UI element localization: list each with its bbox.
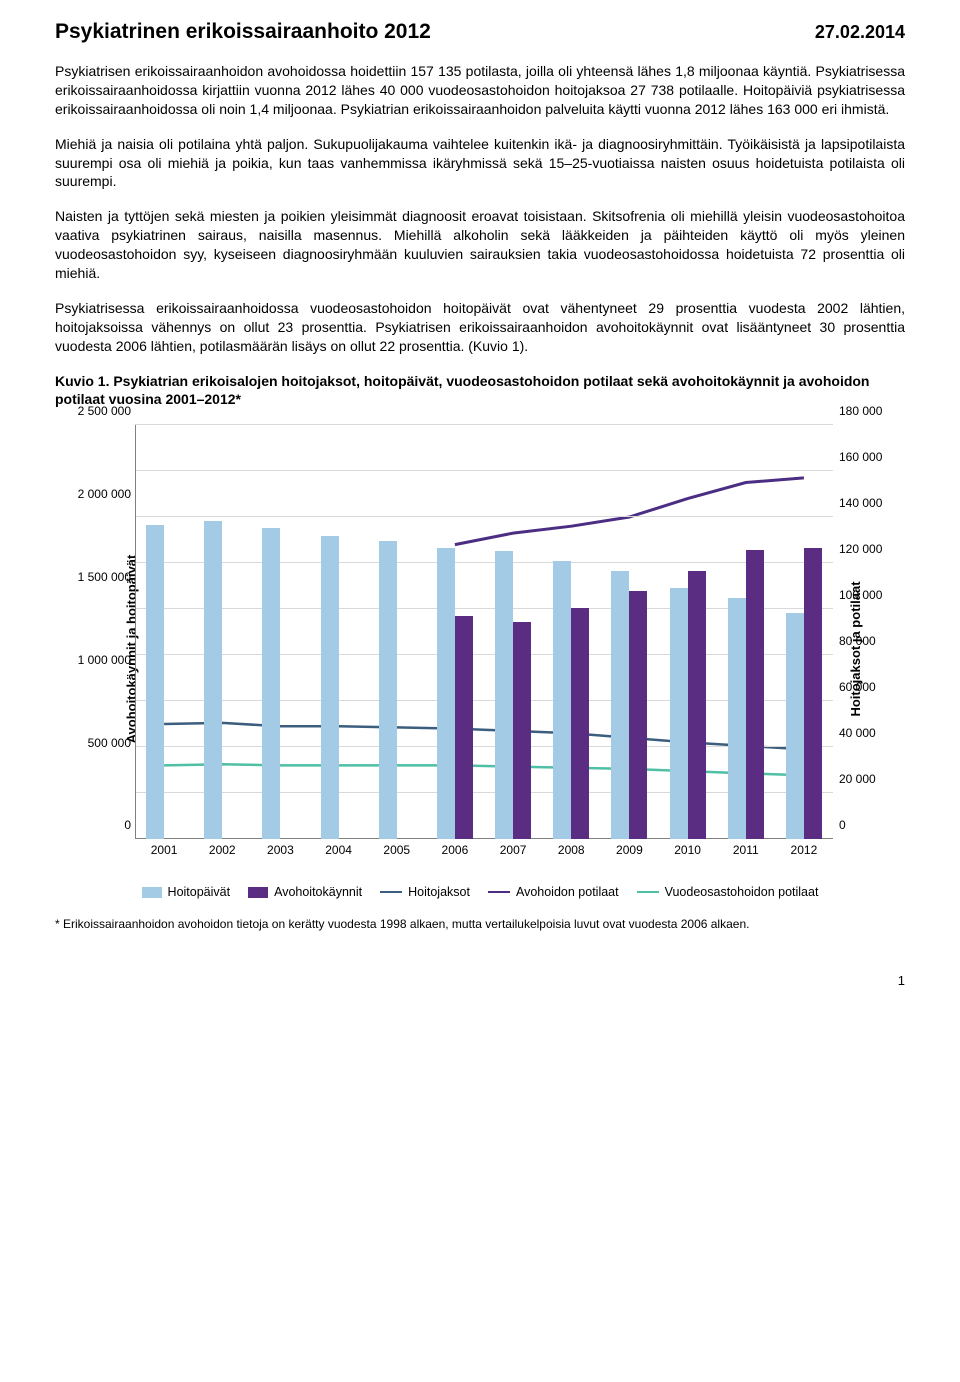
legend-label: Hoitopäivät [168,885,231,899]
y-right-tick: 40 000 [839,726,876,740]
y-right-tick: 0 [839,818,846,832]
paragraph-2: Miehiä ja naisia oli potilaina yhtä palj… [55,135,905,192]
legend-label: Hoitojaksot [408,885,470,899]
chart-line [455,478,804,545]
legend-item: Avohoitokäynnit [248,885,362,899]
y-left-tick: 1 000 000 [78,653,131,667]
y-left-tick: 2 500 000 [78,404,131,418]
legend-item: Hoitojaksot [380,885,470,899]
x-ticks: 2001 2002 2003 2004 2005 2006 2007 2008 2009 2010… [135,843,833,863]
y-right-tick: 160 000 [839,450,882,464]
x-tick: 2012 [791,843,818,857]
chart-bar [553,561,571,839]
header-row: Psykiatrinen erikoissairaanhoito 2012 27… [55,20,905,44]
chart-container: Avohoitokäynnit ja hoitopäivät Hoitojaks… [55,419,905,879]
legend-swatch [488,891,510,893]
chart-bar [688,571,706,839]
page-date: 27.02.2014 [815,22,905,43]
x-tick: 2005 [383,843,410,857]
legend-label: Avohoitokäynnit [274,885,362,899]
legend-item: Vuodeosastohoidon potilaat [637,885,819,899]
chart-bar [495,551,513,839]
x-tick: 2001 [151,843,178,857]
chart-bar [611,571,629,839]
legend-swatch [248,887,268,898]
chart-bar [437,548,455,839]
paragraph-1: Psykiatrisen erikoissairaanhoidon avohoi… [55,62,905,119]
y-right-tick: 180 000 [839,404,882,418]
y-right-tick: 80 000 [839,634,876,648]
y-left-tick: 1 500 000 [78,570,131,584]
x-tick: 2008 [558,843,585,857]
y-right-tick: 140 000 [839,496,882,510]
page-title: Psykiatrinen erikoissairaanhoito 2012 [55,20,431,44]
chart-bar [262,528,280,839]
y-right-tick: 120 000 [839,542,882,556]
chart-line [164,765,804,776]
chart-bar [321,536,339,839]
legend-item: Avohoidon potilaat [488,885,619,899]
chart-gridline [135,562,833,563]
x-tick: 2002 [209,843,236,857]
x-tick: 2003 [267,843,294,857]
x-tick: 2010 [674,843,701,857]
paragraph-3: Naisten ja tyttöjen sekä miesten ja poik… [55,207,905,283]
chart-bar [629,591,647,839]
y-right-tick: 60 000 [839,680,876,694]
y-left-ticks: 0500 0001 000 0001 500 0002 000 0002 500… [65,425,131,839]
y-left-tick: 0 [124,818,131,832]
chart-plot-area [135,425,833,839]
x-tick: 2006 [442,843,469,857]
chart-bar [146,525,164,840]
chart-bar [571,608,589,840]
legend-item: Hoitopäivät [142,885,231,899]
page-number: 1 [55,973,905,988]
legend-label: Avohoidon potilaat [516,885,619,899]
x-tick: 2004 [325,843,352,857]
legend-swatch [637,891,659,893]
chart-bar [204,521,222,839]
chart-bar [728,598,746,840]
y-right-tick: 20 000 [839,772,876,786]
chart-gridline [135,470,833,471]
chart-gridline [135,424,833,425]
chart-gridline [135,516,833,517]
chart-bar [746,550,764,840]
y-right-tick: 100 000 [839,588,882,602]
x-tick: 2011 [733,843,759,857]
footnote: * Erikoissairaanhoidon avohoidon tietoja… [55,917,905,933]
chart-bar [804,548,822,839]
x-tick: 2007 [500,843,527,857]
y-left-tick: 500 000 [88,736,131,750]
legend-label: Vuodeosastohoidon potilaat [665,885,819,899]
chart-bar [379,541,397,839]
legend-swatch [142,887,162,898]
chart-bar [513,622,531,839]
figure-title: Kuvio 1. Psykiatrian erikoisalojen hoito… [55,372,905,410]
chart-bar [670,588,688,840]
y-right-ticks: 0 20 000 40 000 60 000 80 000 100 000 120 000 1… [839,425,899,839]
chart-bar [455,616,473,840]
x-tick: 2009 [616,843,643,857]
legend-swatch [380,891,402,893]
y-left-tick: 2 000 000 [78,487,131,501]
chart-legend: Hoitopäivät Avohoitokäynnit Hoitojaksot Avo… [55,885,905,899]
chart-bar [786,613,804,840]
paragraph-4: Psykiatrisessa erikoissairaanhoidossa vu… [55,299,905,356]
